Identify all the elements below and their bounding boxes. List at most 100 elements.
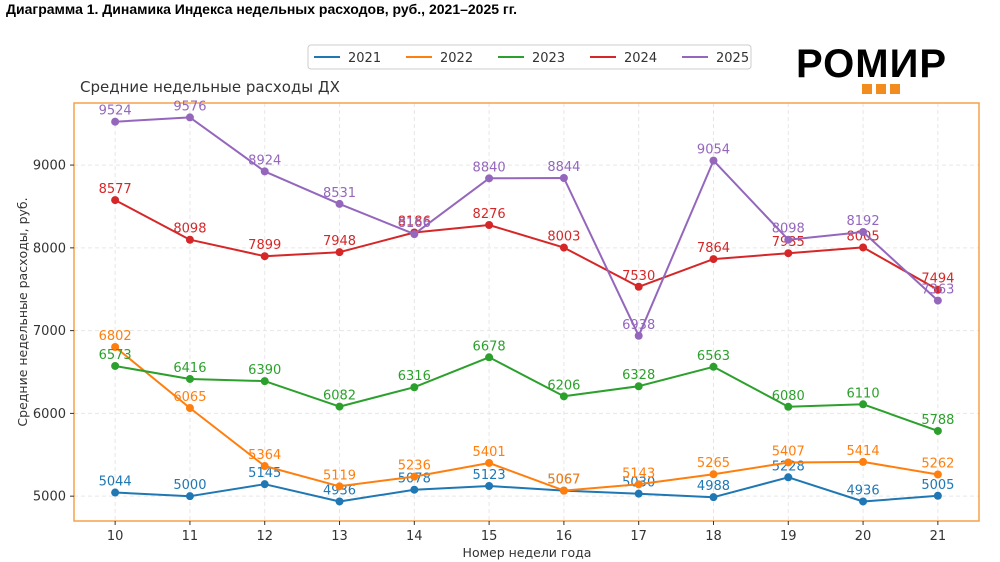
- legend-box: [307, 44, 752, 70]
- data-label-2022: 5119: [323, 468, 356, 483]
- legend-label: 2025: [716, 51, 749, 66]
- data-point-2023: [410, 383, 419, 392]
- data-point-2024: [709, 255, 718, 264]
- data-point-2023: [260, 377, 269, 386]
- y-axis-label: Средние недельные расходы, руб.: [15, 197, 30, 426]
- data-point-2021: [859, 497, 868, 506]
- data-point-2021: [410, 485, 419, 494]
- y-tick-label: 6000: [33, 407, 66, 422]
- data-point-2024: [260, 252, 269, 261]
- x-tick-label: 10: [107, 529, 124, 544]
- x-tick-label: 19: [780, 529, 797, 544]
- data-point-2021: [485, 481, 494, 490]
- data-point-2023: [634, 382, 643, 391]
- data-point-2025: [111, 117, 120, 126]
- data-point-2025: [185, 113, 194, 122]
- data-point-2023: [335, 402, 344, 411]
- x-tick-label: 14: [406, 529, 423, 544]
- x-axis-label: Номер недели года: [463, 545, 592, 560]
- data-label-2022: 5236: [398, 459, 431, 474]
- data-point-2025: [859, 227, 868, 236]
- data-label-2021: 5044: [99, 475, 132, 490]
- data-label-2022: 6065: [173, 390, 206, 405]
- legend-label: 2021: [348, 51, 381, 66]
- gridlines: [74, 103, 979, 521]
- data-point-2022: [933, 470, 942, 479]
- data-label-2025: 9524: [99, 104, 132, 119]
- x-tick-label: 12: [256, 529, 273, 544]
- data-label-2024: 7864: [697, 241, 730, 256]
- data-label-2023: 6573: [99, 348, 132, 363]
- legend-label: 2023: [532, 51, 565, 66]
- data-label-2024: 8003: [547, 230, 580, 245]
- data-label-2024: 8577: [99, 182, 132, 197]
- data-label-2025: 9054: [697, 143, 730, 158]
- plot-frame: [73, 102, 980, 522]
- y-tick-label: 9000: [33, 159, 66, 174]
- data-label-2022: 5265: [697, 456, 730, 471]
- data-point-2023: [784, 402, 793, 411]
- data-point-2023: [559, 392, 568, 401]
- data-point-2022: [559, 486, 568, 495]
- data-label-2022: 6802: [99, 329, 132, 344]
- data-label-2022: 5401: [473, 445, 506, 460]
- series-line-2022: [114, 346, 939, 492]
- data-point-2025: [559, 173, 568, 182]
- data-point-2021: [709, 493, 718, 502]
- data-point-2023: [933, 426, 942, 435]
- series-layer: 5044500051454936507851235067503049885228…: [99, 99, 954, 506]
- data-label-2024: 8098: [173, 222, 206, 237]
- series-line-2021: [115, 476, 938, 503]
- x-tick-label: 13: [331, 529, 348, 544]
- data-point-2025: [634, 331, 643, 340]
- chart-title: Средние недельные расходы ДХ: [80, 78, 340, 96]
- data-point-2021: [111, 488, 120, 497]
- data-point-2022: [260, 462, 269, 471]
- data-point-2022: [709, 470, 718, 479]
- data-point-2023: [185, 374, 194, 383]
- data-point-2025: [784, 235, 793, 244]
- data-label-2022: 5414: [847, 444, 880, 459]
- data-point-2022: [634, 480, 643, 489]
- data-label-2025: 8098: [772, 222, 805, 237]
- data-point-2025: [335, 199, 344, 208]
- data-label-2021: 5000: [173, 478, 206, 493]
- data-label-2022: 5407: [772, 444, 805, 459]
- x-tick-label: 20: [855, 529, 872, 544]
- data-label-2024: 7494: [921, 272, 954, 287]
- data-point-2025: [709, 156, 718, 165]
- data-point-2021: [784, 473, 793, 482]
- data-point-2021: [933, 491, 942, 500]
- series-2024: 8577809878997948818682768003753078647935…: [99, 182, 954, 294]
- data-point-2025: [933, 296, 942, 305]
- data-label-2021: 5005: [921, 478, 954, 493]
- x-tick-label: 11: [182, 529, 199, 544]
- data-point-2024: [485, 221, 494, 230]
- data-label-2021: 5123: [473, 468, 506, 483]
- data-label-2024: 7530: [622, 269, 655, 284]
- data-point-2024: [111, 196, 120, 205]
- x-tick-label: 17: [630, 529, 647, 544]
- data-point-2021: [634, 489, 643, 498]
- data-point-2022: [410, 472, 419, 481]
- logo-square: [890, 84, 900, 94]
- data-label-2022: 5067: [547, 473, 580, 488]
- data-point-2024: [933, 285, 942, 294]
- legend: 2021 2022 2023 2024 2025: [307, 44, 752, 70]
- y-tick-label: 7000: [33, 324, 66, 339]
- romir-logo: РОМИР: [796, 42, 968, 96]
- series-2021: 5044500051454936507851235067503049885228…: [99, 459, 954, 506]
- data-label-2021: 4936: [323, 483, 356, 498]
- x-tick-label: 18: [705, 529, 722, 544]
- data-point-2024: [185, 235, 194, 244]
- data-point-2024: [335, 248, 344, 257]
- data-point-2025: [410, 230, 419, 239]
- data-label-2024: 7899: [248, 238, 281, 253]
- data-label-2024: 8276: [473, 207, 506, 222]
- axes: 5000 6000 7000 8000 9000 10 11 12 13 14 15 16 17 18 19…: [33, 159, 946, 544]
- data-point-2024: [634, 282, 643, 291]
- data-label-2023: 6416: [173, 361, 206, 376]
- data-label-2023: 6328: [622, 368, 655, 383]
- data-point-2025: [485, 174, 494, 183]
